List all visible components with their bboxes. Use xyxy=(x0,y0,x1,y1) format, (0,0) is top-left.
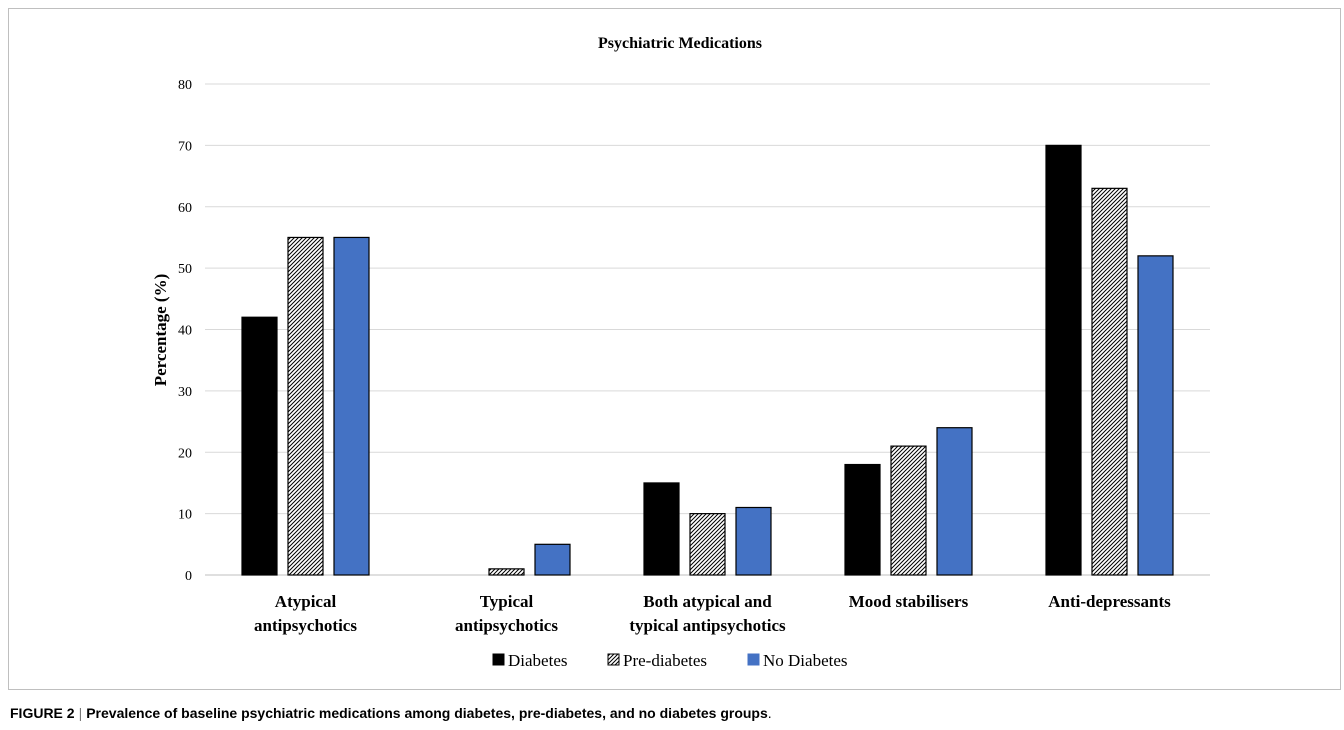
y-tick-label: 20 xyxy=(178,446,192,461)
bar-pre-diabetes xyxy=(287,236,324,576)
x-axis-tick-labels: Atypical antipsychotics Typical antipsychot… xyxy=(254,592,1171,635)
bars xyxy=(241,144,1174,576)
y-tick-label: 60 xyxy=(178,201,192,216)
y-tick-label: 30 xyxy=(178,385,192,400)
x-tick-label: typical antipsychotics xyxy=(629,616,786,635)
x-tick-label: Both atypical and xyxy=(643,592,772,611)
x-tick-label: Anti-depressants xyxy=(1048,592,1171,611)
legend: Diabetes Pre-diabetes No Diabetes xyxy=(492,651,848,670)
legend-label: Pre-diabetes xyxy=(623,651,707,670)
y-tick-label: 0 xyxy=(185,569,192,584)
x-tick-label: antipsychotics xyxy=(254,616,357,635)
y-tick-label: 50 xyxy=(178,262,192,277)
legend-label: No Diabetes xyxy=(763,651,848,670)
chart-title: Psychiatric Medications xyxy=(598,35,762,52)
caption-text: Prevalence of baseline psychiatric medic… xyxy=(86,705,768,721)
bar-pre-diabetes xyxy=(1091,187,1128,576)
y-tick-label: 10 xyxy=(178,508,192,523)
bar-pre-diabetes xyxy=(488,568,525,576)
y-tick-label: 70 xyxy=(178,139,192,154)
figure-caption: FIGURE 2 | Prevalence of baseline psychiat… xyxy=(10,705,772,721)
y-tick-label: 80 xyxy=(178,78,192,93)
x-tick-label: Mood stabilisers xyxy=(849,592,969,611)
x-tick-label: Typical xyxy=(480,592,534,611)
y-axis-ticks: 0 10 20 30 40 50 60 70 80 xyxy=(178,78,192,584)
bar-pre-diabetes xyxy=(890,445,927,576)
bar-diabetes xyxy=(1045,144,1082,576)
legend-label: Diabetes xyxy=(508,651,567,670)
x-tick-label: antipsychotics xyxy=(455,616,558,635)
caption-period: . xyxy=(767,705,772,721)
legend-swatch-diabetes xyxy=(492,653,505,666)
bar-diabetes xyxy=(643,482,680,576)
bar-no-diabetes xyxy=(735,506,772,576)
legend-swatch-no-diabetes xyxy=(747,653,760,666)
caption-separator: | xyxy=(78,705,83,721)
y-axis-label: Percentage (%) xyxy=(151,274,170,387)
bar-diabetes xyxy=(241,316,278,576)
bar-no-diabetes xyxy=(936,427,973,576)
legend-swatch-pre-diabetes xyxy=(607,653,620,666)
bar-chart: Psychiatric Medications Percentage (%) 0… xyxy=(151,35,1210,670)
y-tick-label: 40 xyxy=(178,324,192,339)
gridlines xyxy=(205,83,1210,515)
x-tick-label: Atypical xyxy=(275,592,337,611)
figure-label: FIGURE 2 xyxy=(10,705,75,721)
bar-pre-diabetes xyxy=(689,513,726,576)
bar-no-diabetes xyxy=(1137,255,1174,576)
bar-no-diabetes xyxy=(333,236,370,576)
bar-diabetes xyxy=(844,463,881,576)
bar-no-diabetes xyxy=(534,543,571,576)
